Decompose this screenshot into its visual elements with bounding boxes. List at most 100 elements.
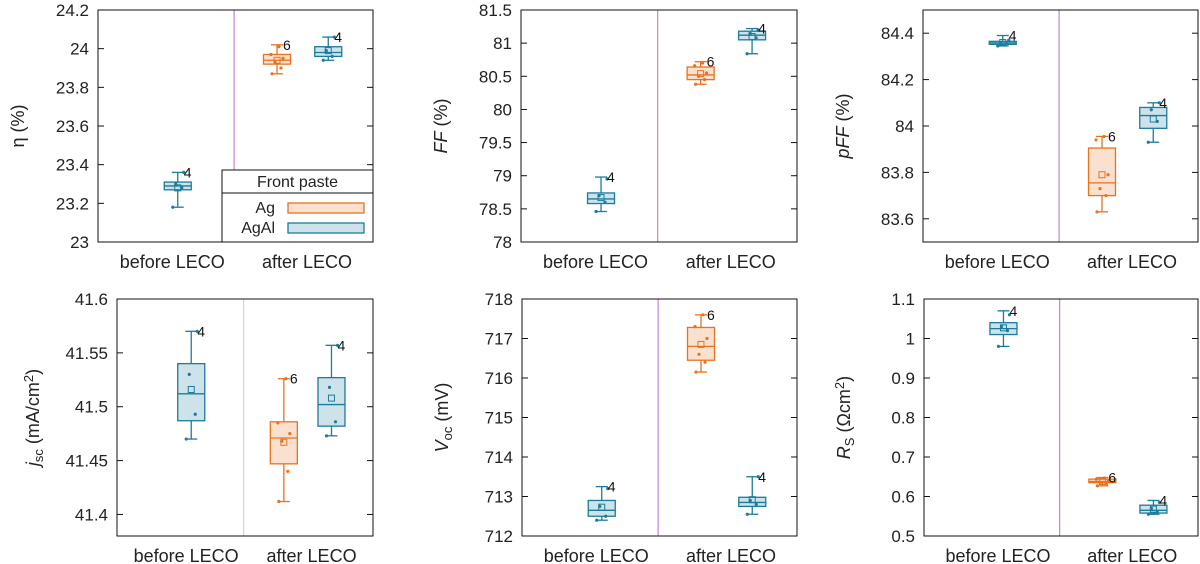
box-agal-after: 4 — [1139, 95, 1168, 144]
data-point — [999, 40, 1003, 45]
y-tick-label: 80 — [493, 100, 512, 119]
box-agal-after: 4 — [317, 337, 346, 438]
y-tick-label: 41.5 — [75, 398, 108, 417]
data-point — [694, 82, 698, 86]
data-point — [182, 170, 186, 174]
data-point — [756, 28, 760, 32]
data-point — [193, 412, 197, 416]
data-point — [277, 45, 281, 49]
sample-count-label: 4 — [1009, 303, 1017, 319]
chart-panel-5: 712 713 714 715 716 717 718 before LECO after LE… — [432, 290, 798, 564]
sample-count-label: 4 — [1159, 492, 1167, 508]
box-agal-after: 4 — [314, 29, 343, 62]
data-point — [598, 504, 602, 508]
y-tick-label: 23.4 — [56, 156, 89, 175]
data-point — [327, 385, 332, 389]
sample-count-label: 4 — [608, 479, 616, 495]
data-point — [693, 325, 697, 329]
data-point — [174, 182, 178, 186]
legend-title: Front paste — [257, 174, 338, 191]
y-tick-label: 78 — [493, 233, 512, 252]
data-point — [594, 209, 598, 214]
data-point — [1157, 500, 1162, 505]
box-iqr — [317, 376, 346, 427]
box-iqr — [587, 499, 616, 517]
y-tick-label: 23 — [70, 233, 89, 252]
x-category-label: before LECO — [945, 546, 1050, 564]
chart-panel-3: 83.6 83.8 84 84.2 84.4 before LECO after LECO p… — [833, 9, 1199, 272]
x-category-label: after LECO — [686, 546, 776, 564]
y-tick-label: 84.4 — [881, 24, 914, 43]
data-point — [597, 194, 601, 198]
y-tick-label: 24 — [70, 40, 89, 59]
box-ag-after: 6 — [686, 54, 715, 86]
x-category-label: before LECO — [945, 252, 1050, 272]
data-point — [280, 439, 284, 443]
data-point — [701, 313, 705, 317]
box-iqr — [1139, 504, 1168, 514]
data-point — [195, 329, 199, 333]
data-point — [1005, 329, 1010, 333]
x-category-label: after LECO — [267, 546, 357, 564]
x-category-label: before LECO — [134, 546, 239, 564]
data-point — [705, 336, 709, 341]
data-point — [705, 71, 709, 75]
data-point — [332, 35, 336, 39]
data-point — [324, 434, 329, 438]
x-category-label: before LECO — [543, 252, 648, 272]
data-point — [1149, 506, 1154, 510]
data-point — [1157, 101, 1161, 105]
sample-count-label: 4 — [334, 29, 342, 45]
data-point — [1094, 477, 1098, 481]
plot-frame — [116, 298, 374, 537]
data-point — [605, 177, 609, 181]
legend-frame — [221, 169, 374, 243]
data-point — [324, 49, 328, 53]
box-agal-after: 4 — [1139, 492, 1168, 516]
y-tick-label: 0.8 — [891, 409, 915, 428]
box-ag-after: 6 — [262, 37, 292, 76]
sample-count-label: 6 — [707, 54, 715, 70]
data-point — [754, 36, 758, 40]
data-point — [1155, 510, 1160, 514]
data-point — [1007, 313, 1012, 317]
y-tick-label: 83.6 — [881, 210, 914, 229]
y-tick-label: 714 — [485, 448, 513, 467]
data-point — [335, 343, 340, 347]
data-point — [754, 502, 758, 506]
data-point — [1102, 476, 1106, 480]
data-point — [603, 200, 607, 204]
y-tick-label: 41.6 — [75, 290, 108, 309]
box-ag-after: 6 — [1088, 470, 1117, 488]
data-point — [1146, 140, 1150, 144]
y-tick-label: 84.2 — [881, 71, 914, 90]
data-point — [595, 518, 599, 522]
data-point — [1005, 42, 1009, 46]
y-tick-label: 23.6 — [56, 117, 89, 136]
data-point — [1095, 210, 1099, 214]
data-point — [693, 64, 697, 68]
data-point — [604, 514, 608, 518]
sample-count-label: 4 — [184, 164, 192, 180]
data-point — [281, 56, 285, 60]
data-point — [288, 432, 292, 436]
box-iqr — [686, 66, 715, 81]
y-tick-label: 1 — [906, 330, 915, 349]
chart-panel-1: 23 23.2 23.4 23.6 23.8 24 24.2 before LECO after… — [8, 1, 374, 272]
data-point — [1149, 108, 1153, 112]
data-point — [277, 499, 281, 504]
y-tick-label: 84 — [895, 117, 914, 136]
box-agal-before: 4 — [989, 303, 1018, 348]
legend-label-agal: AgAl — [241, 220, 275, 237]
y-tick-label: 715 — [485, 409, 513, 428]
data-point — [996, 44, 1000, 48]
box-mean-marker — [748, 33, 756, 41]
y-tick-label: 79 — [493, 167, 512, 186]
box-iqr — [262, 53, 292, 65]
data-point — [694, 370, 698, 374]
y-tick-label: 0.5 — [891, 527, 915, 546]
box-agal-before: 4 — [586, 169, 616, 214]
box-mean-marker — [1098, 171, 1106, 179]
chart-panel-4: 41.4 41.45 41.5 41.55 41.6 before LECO after L… — [21, 290, 374, 564]
